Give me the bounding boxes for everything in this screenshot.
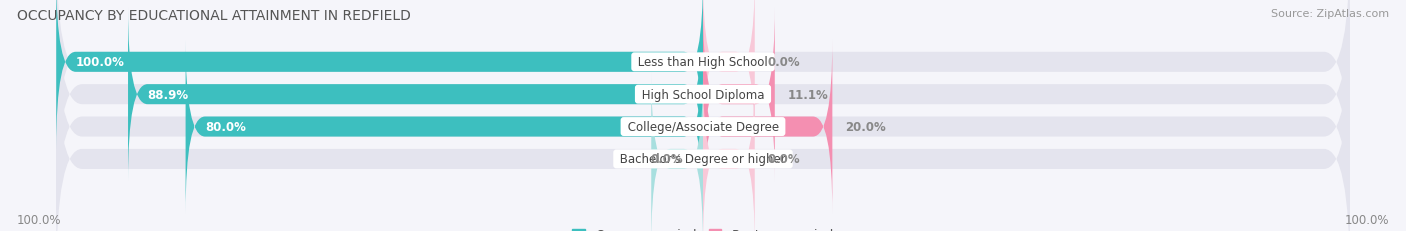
Text: 0.0%: 0.0%	[768, 153, 800, 166]
Text: 88.9%: 88.9%	[148, 88, 188, 101]
Text: High School Diploma: High School Diploma	[638, 88, 768, 101]
Text: 100.0%: 100.0%	[1344, 213, 1389, 226]
Text: 100.0%: 100.0%	[76, 56, 125, 69]
FancyBboxPatch shape	[56, 0, 1350, 182]
Text: 0.0%: 0.0%	[651, 153, 683, 166]
Text: College/Associate Degree: College/Associate Degree	[624, 121, 782, 134]
FancyBboxPatch shape	[56, 40, 1350, 231]
Text: 100.0%: 100.0%	[17, 213, 62, 226]
Text: 20.0%: 20.0%	[845, 121, 886, 134]
Legend: Owner-occupied, Renter-occupied: Owner-occupied, Renter-occupied	[568, 223, 838, 231]
FancyBboxPatch shape	[56, 8, 1350, 231]
FancyBboxPatch shape	[703, 73, 755, 231]
Text: 80.0%: 80.0%	[205, 121, 246, 134]
FancyBboxPatch shape	[56, 0, 1350, 214]
FancyBboxPatch shape	[128, 8, 703, 182]
FancyBboxPatch shape	[703, 8, 775, 182]
Text: 11.1%: 11.1%	[787, 88, 828, 101]
Text: 0.0%: 0.0%	[768, 56, 800, 69]
FancyBboxPatch shape	[186, 40, 703, 214]
Text: OCCUPANCY BY EDUCATIONAL ATTAINMENT IN REDFIELD: OCCUPANCY BY EDUCATIONAL ATTAINMENT IN R…	[17, 9, 411, 23]
Text: Less than High School: Less than High School	[634, 56, 772, 69]
Text: Source: ZipAtlas.com: Source: ZipAtlas.com	[1271, 9, 1389, 19]
FancyBboxPatch shape	[56, 0, 703, 149]
Text: Bachelor's Degree or higher: Bachelor's Degree or higher	[616, 153, 790, 166]
FancyBboxPatch shape	[651, 73, 703, 231]
FancyBboxPatch shape	[703, 40, 832, 214]
FancyBboxPatch shape	[703, 0, 755, 149]
